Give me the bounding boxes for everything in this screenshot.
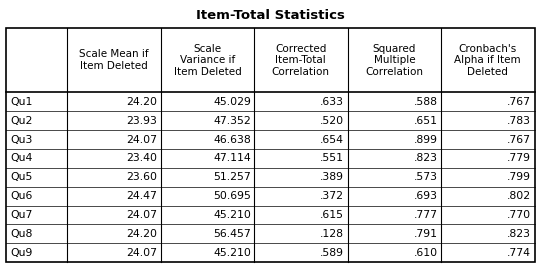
Text: 23.40: 23.40 (127, 154, 157, 163)
Text: .799: .799 (507, 172, 531, 182)
Text: 24.07: 24.07 (127, 135, 157, 145)
Text: .899: .899 (414, 135, 438, 145)
Text: .783: .783 (507, 116, 531, 126)
Text: 50.695: 50.695 (213, 191, 251, 201)
Text: Item-Total Statistics: Item-Total Statistics (196, 9, 345, 22)
Text: .615: .615 (320, 210, 344, 220)
Text: Qu3: Qu3 (10, 135, 32, 145)
Text: 24.20: 24.20 (127, 229, 157, 239)
Text: 56.457: 56.457 (213, 229, 251, 239)
Text: 24.20: 24.20 (127, 97, 157, 107)
Text: .372: .372 (320, 191, 344, 201)
Text: Corrected
Item-Total
Correlation: Corrected Item-Total Correlation (272, 44, 330, 77)
Text: Qu8: Qu8 (10, 229, 32, 239)
Text: Qu1: Qu1 (10, 97, 32, 107)
Text: Cronbach's
Alpha if Item
Deleted: Cronbach's Alpha if Item Deleted (454, 44, 521, 77)
Text: .693: .693 (414, 191, 438, 201)
Text: 47.352: 47.352 (213, 116, 251, 126)
Text: .654: .654 (320, 135, 344, 145)
Text: 45.210: 45.210 (213, 248, 251, 258)
Text: 24.07: 24.07 (127, 210, 157, 220)
Text: .588: .588 (414, 97, 438, 107)
Text: Scale Mean if
Item Deleted: Scale Mean if Item Deleted (79, 49, 149, 71)
Text: 23.60: 23.60 (127, 172, 157, 182)
Text: 24.47: 24.47 (127, 191, 157, 201)
Text: 45.210: 45.210 (213, 210, 251, 220)
Text: .610: .610 (414, 248, 438, 258)
Text: .774: .774 (507, 248, 531, 258)
Text: .791: .791 (414, 229, 438, 239)
Text: .520: .520 (320, 116, 344, 126)
Text: .823: .823 (414, 154, 438, 163)
Text: .767: .767 (507, 135, 531, 145)
Text: Qu7: Qu7 (10, 210, 32, 220)
Text: Qu9: Qu9 (10, 248, 32, 258)
Text: 45.029: 45.029 (213, 97, 251, 107)
Text: .767: .767 (507, 97, 531, 107)
Text: 23.93: 23.93 (127, 116, 157, 126)
Text: Qu2: Qu2 (10, 116, 32, 126)
Text: Squared
Multiple
Correlation: Squared Multiple Correlation (365, 44, 423, 77)
Text: Qu4: Qu4 (10, 154, 32, 163)
Text: 47.114: 47.114 (213, 154, 251, 163)
Text: .770: .770 (507, 210, 531, 220)
Text: Scale
Variance if
Item Deleted: Scale Variance if Item Deleted (174, 44, 241, 77)
Text: 24.07: 24.07 (127, 248, 157, 258)
Text: .389: .389 (320, 172, 344, 182)
Text: .128: .128 (320, 229, 344, 239)
Text: .777: .777 (414, 210, 438, 220)
Text: .551: .551 (320, 154, 344, 163)
Text: 51.257: 51.257 (213, 172, 251, 182)
Text: .589: .589 (320, 248, 344, 258)
Text: Qu6: Qu6 (10, 191, 32, 201)
Text: .779: .779 (507, 154, 531, 163)
Text: 46.638: 46.638 (213, 135, 251, 145)
Text: .823: .823 (507, 229, 531, 239)
Text: .802: .802 (507, 191, 531, 201)
Text: Qu5: Qu5 (10, 172, 32, 182)
Text: .633: .633 (320, 97, 344, 107)
Text: .651: .651 (414, 116, 438, 126)
Text: .573: .573 (414, 172, 438, 182)
